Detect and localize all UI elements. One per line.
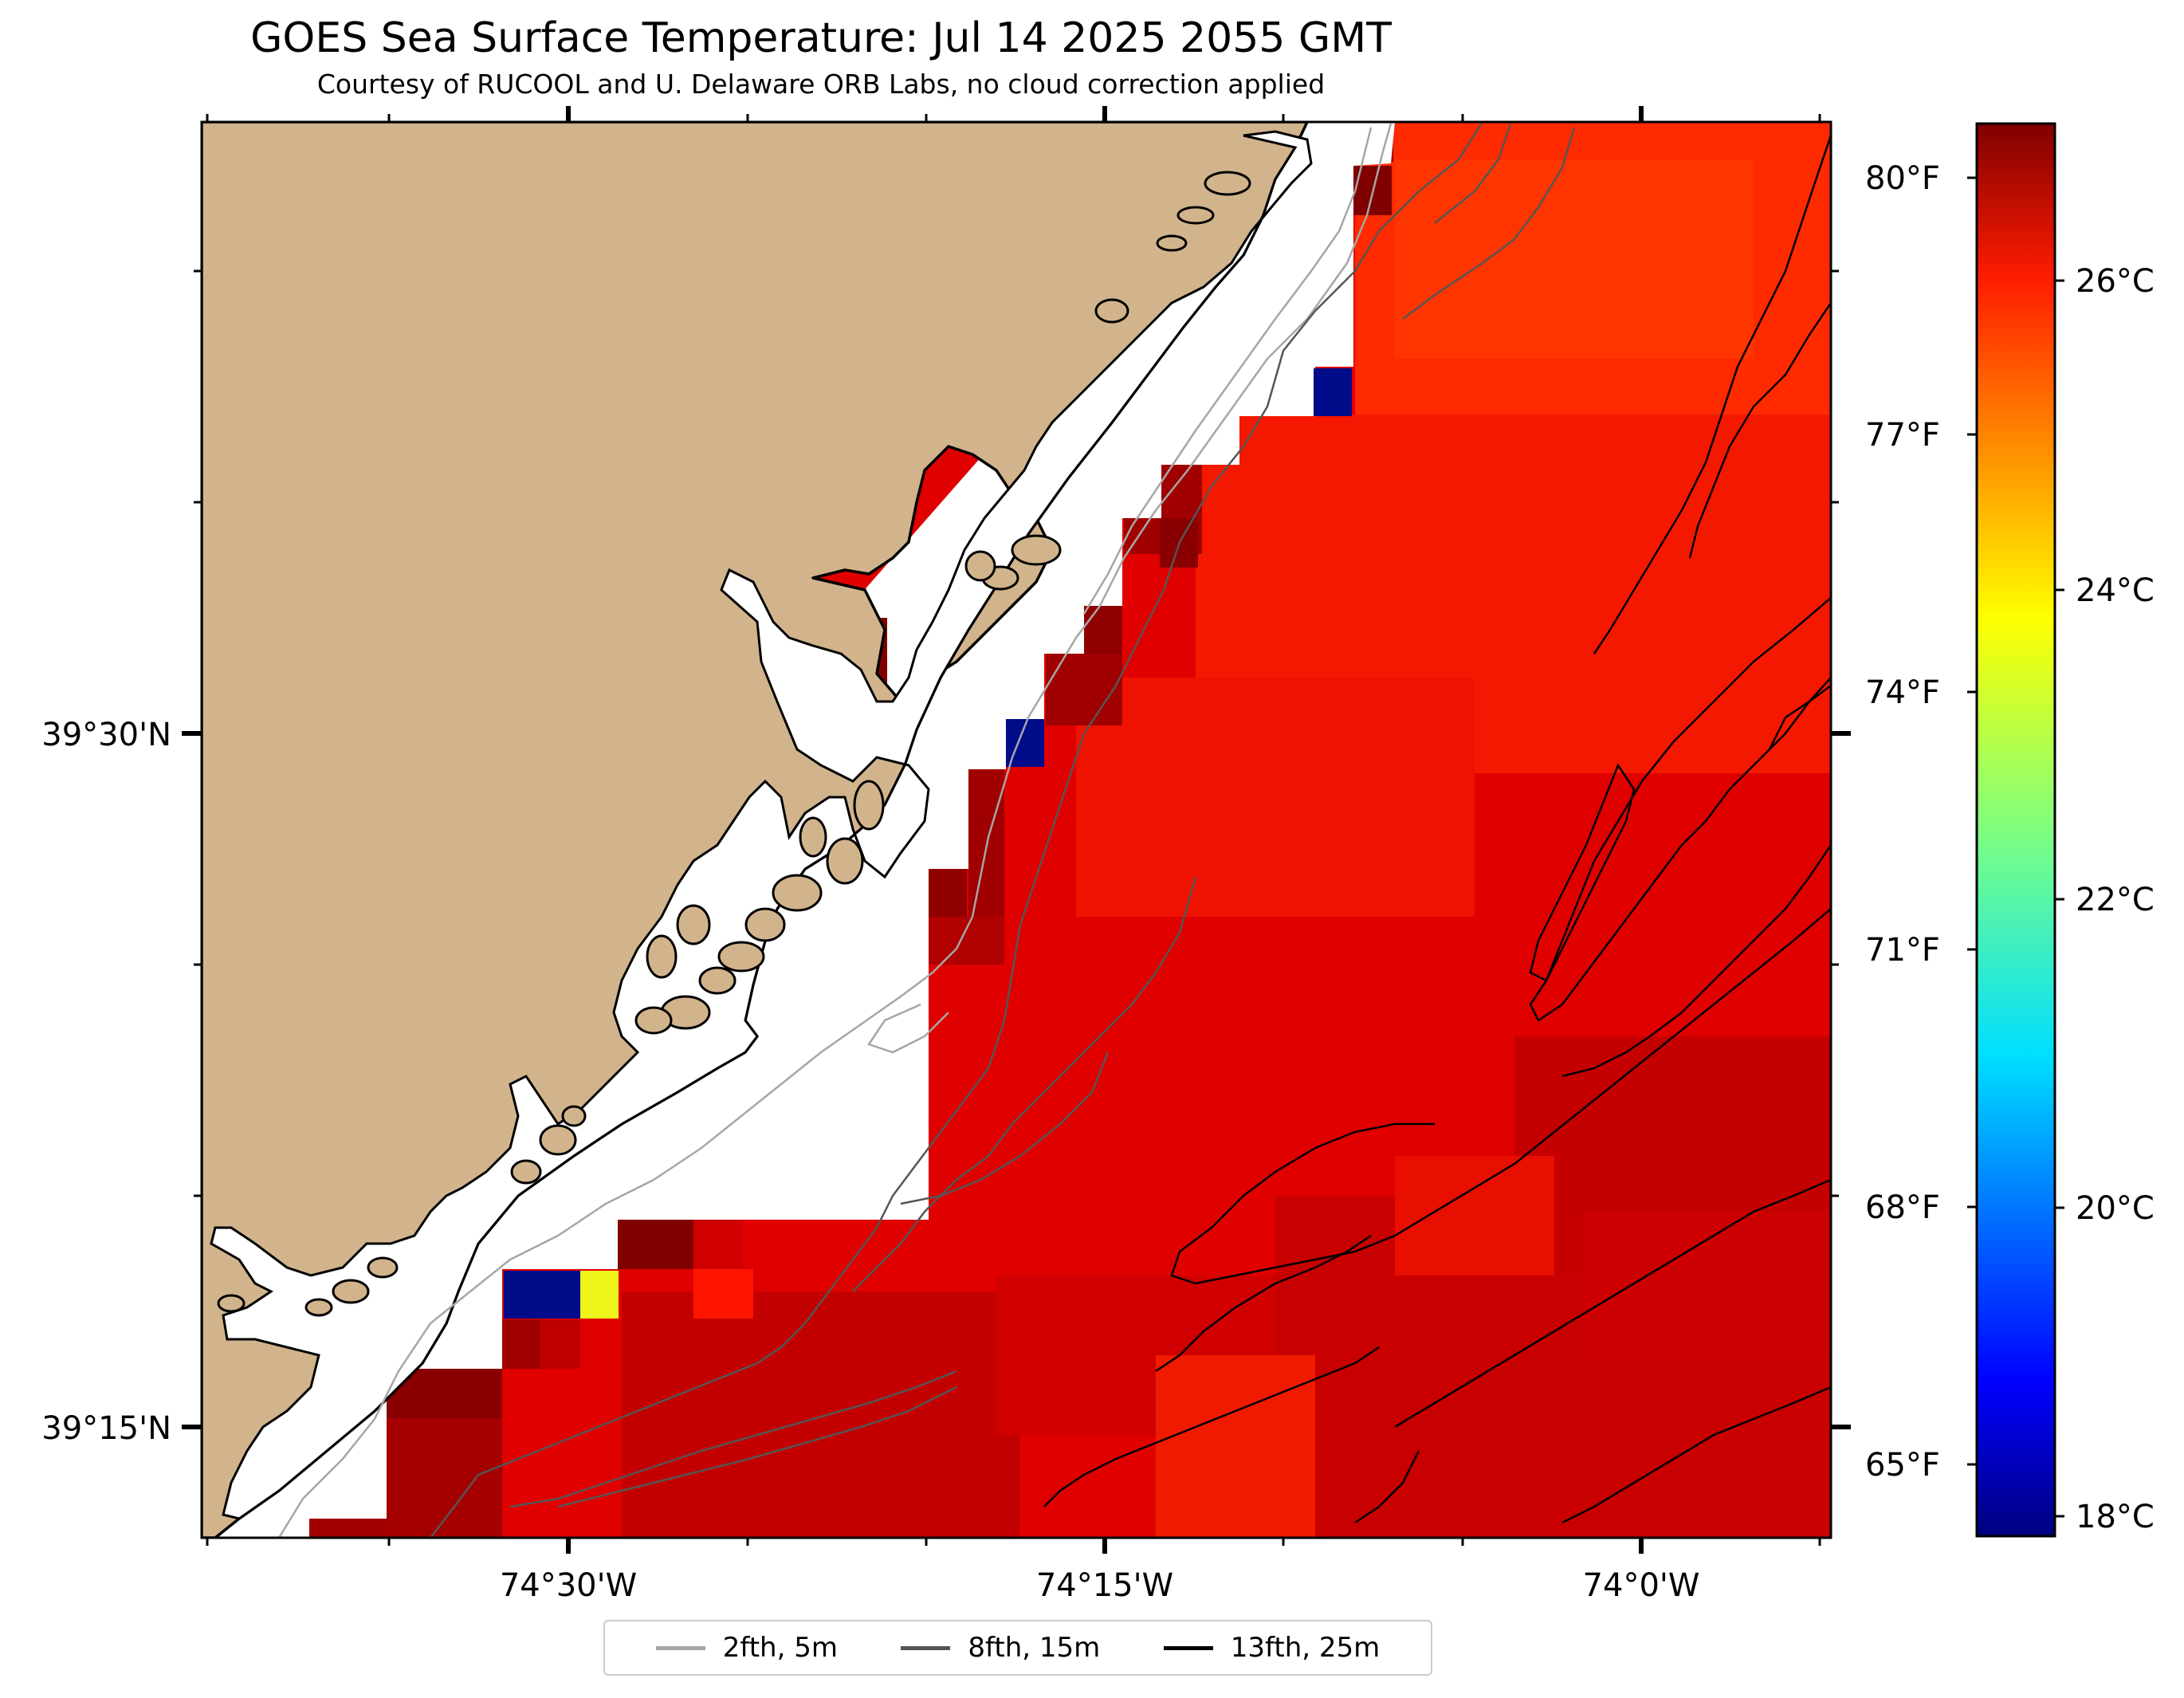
axis-ticks	[182, 106, 1851, 1554]
sst-cell-cold	[1314, 368, 1352, 416]
legend-item-2fth: 2fth, 5m	[655, 1632, 838, 1664]
legend-item-8fth: 8fth, 15m	[901, 1632, 1100, 1664]
sst-cells	[309, 122, 1831, 1538]
chart-title: GOES Sea Surface Temperature: Jul 14 202…	[250, 14, 1392, 62]
legend-label: 2fth, 5m	[722, 1632, 838, 1664]
contour-13fth	[1043, 135, 1831, 1524]
colorbar-celsius-label: 18°C	[2076, 1499, 2155, 1535]
colorbar-celsius-label: 26°C	[2076, 263, 2155, 300]
longitude-label: 74°15'W	[1036, 1567, 1173, 1604]
marsh-islands	[217, 171, 1251, 1317]
contour-legend: 2fth, 5m 8fth, 15m 13fth, 25m	[603, 1620, 1432, 1676]
colorbar-celsius-label: 20°C	[2076, 1190, 2155, 1227]
latitude-label: 39°30'N	[41, 717, 171, 753]
legend-swatch	[655, 1645, 705, 1650]
bay-water	[210, 130, 1313, 1520]
colorbar-fahrenheit-label: 80°F	[1865, 160, 1940, 197]
chart-subtitle: Courtesy of RUCOOL and U. Delaware ORB L…	[316, 69, 1326, 100]
sst-cell-mid	[580, 1271, 619, 1319]
map-area	[202, 122, 1831, 1538]
map-frame	[200, 120, 1832, 1539]
colorbar-fahrenheit-label: 65°F	[1865, 1447, 1940, 1484]
longitude-label: 74°30'W	[500, 1567, 637, 1604]
colorbar-fahrenheit-label: 74°F	[1865, 674, 1940, 711]
colorbar-celsius-label: 22°C	[2076, 882, 2155, 918]
sst-cell-cold	[504, 1271, 580, 1319]
colorbar-ticks	[1967, 176, 2064, 1518]
longitude-label: 74°0'W	[1583, 1567, 1700, 1604]
legend-item-13fth: 13fth, 25m	[1163, 1632, 1381, 1664]
contour-8fth	[430, 122, 1576, 1538]
legend-swatch	[901, 1645, 951, 1650]
colorbar-fahrenheit-label: 68°F	[1865, 1189, 1940, 1226]
colorbar-fahrenheit-label: 77°F	[1865, 417, 1940, 454]
legend-label: 8fth, 15m	[968, 1632, 1101, 1664]
contour-2fth	[277, 123, 1392, 1538]
legend-swatch	[1163, 1645, 1213, 1650]
latitude-label: 39°15'N	[41, 1410, 171, 1447]
colorbar	[1975, 122, 2056, 1538]
legend-label: 13fth, 25m	[1230, 1632, 1381, 1664]
colorbar-fahrenheit-label: 71°F	[1865, 932, 1940, 969]
colorbar-celsius-label: 24°C	[2076, 572, 2155, 609]
